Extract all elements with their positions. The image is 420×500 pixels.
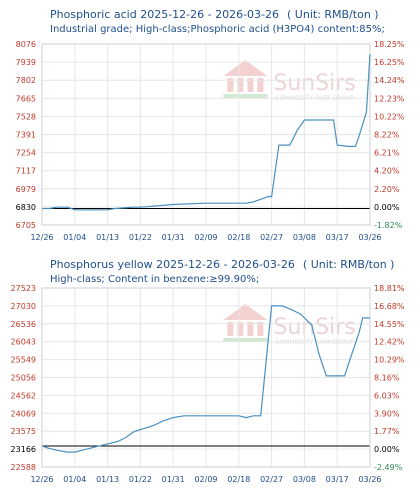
y-tick-label-left: 7391 bbox=[16, 131, 36, 140]
y-tick-label-left: 7528 bbox=[16, 112, 36, 121]
y-tick-label-left: 23575 bbox=[11, 427, 36, 436]
chart-title: Phosphoric acid 2025-12-26 - 2026-03-26 (… bbox=[50, 8, 379, 21]
chart-panel-phosphorus-yellow: Phosphorus yellow 2025-12-26 - 2026-03-2… bbox=[0, 250, 420, 500]
watermark-roof-icon bbox=[223, 60, 268, 76]
x-tick-label: 01/31 bbox=[162, 233, 185, 242]
watermark-base-icon bbox=[223, 338, 268, 342]
y-tick-label-left: 7939 bbox=[16, 58, 36, 67]
y-tick-label-right: 0.00% bbox=[374, 445, 400, 454]
x-tick-label: 03/17 bbox=[326, 475, 349, 484]
x-tick-label: 03/08 bbox=[293, 233, 316, 242]
y-tick-label-left: 25056 bbox=[11, 374, 36, 383]
watermark-base-icon bbox=[223, 94, 268, 98]
x-tick-label: 12/26 bbox=[30, 475, 53, 484]
x-tick-label: 01/31 bbox=[162, 475, 185, 484]
y-tick-label-right: 6.21% bbox=[374, 149, 400, 158]
chart-unit: ( Unit: RMB/ton ) bbox=[287, 8, 379, 21]
y-tick-label-right: 16.68% bbox=[374, 302, 405, 311]
chart-title-text: Phosphorus yellow 2025-12-26 - 2026-03-2… bbox=[50, 258, 295, 271]
x-tick-label: 02/27 bbox=[260, 475, 283, 484]
y-tick-label-left: 26536 bbox=[11, 320, 36, 329]
y-tick-label-right: 12.42% bbox=[374, 338, 405, 347]
y-tick-label-right: 14.55% bbox=[374, 320, 405, 329]
y-tick-label-left: 24069 bbox=[11, 409, 36, 418]
y-tick-label-right: 10.22% bbox=[374, 112, 405, 121]
watermark-pillar-icon bbox=[257, 78, 264, 92]
chart-subtitle: Industrial grade; High-class;Phosphoric … bbox=[50, 24, 385, 35]
x-tick-label: 02/09 bbox=[194, 475, 217, 484]
y-tick-label-left: 7665 bbox=[16, 94, 36, 103]
y-tick-label-right: 10.29% bbox=[374, 356, 405, 365]
chart-title-text: Phosphoric acid 2025-12-26 - 2026-03-26 bbox=[50, 8, 280, 21]
y-tick-label-right: 4.20% bbox=[374, 167, 400, 176]
y-tick-label-right: 6.03% bbox=[374, 391, 400, 400]
watermark-pillar-icon bbox=[237, 322, 244, 336]
x-tick-label: 01/04 bbox=[63, 233, 86, 242]
y-tick-label-right: 18.81% bbox=[374, 284, 405, 293]
y-tick-label-left: 26043 bbox=[11, 338, 36, 347]
y-tick-label-right: -1.82% bbox=[374, 221, 403, 230]
x-tick-label: 12/26 bbox=[30, 233, 53, 242]
plot-frame bbox=[41, 287, 371, 468]
x-tick-label: 01/13 bbox=[96, 233, 119, 242]
y-tick-label-right: 12.23% bbox=[374, 94, 405, 103]
y-tick-label-right: 0.00% bbox=[374, 203, 400, 212]
series-line bbox=[41, 305, 370, 453]
x-tick-label: 02/27 bbox=[260, 233, 283, 242]
x-tick-label: 02/18 bbox=[227, 475, 250, 484]
x-tick-label: 01/13 bbox=[96, 475, 119, 484]
watermark-tagline: COMMODITY DATA GROUP bbox=[275, 339, 354, 346]
y-tick-label-left: 23166 bbox=[11, 445, 36, 454]
series-line bbox=[42, 53, 371, 211]
x-tick-label: 02/18 bbox=[227, 233, 250, 242]
plot-frame bbox=[41, 43, 371, 226]
x-tick-label: 01/04 bbox=[63, 475, 86, 484]
y-tick-label-right: 8.16% bbox=[374, 374, 400, 383]
watermark-pillar-icon bbox=[247, 78, 254, 92]
y-tick-label-left: 7117 bbox=[16, 167, 36, 176]
y-tick-label-left: 6979 bbox=[16, 185, 36, 194]
x-tick-label: 03/26 bbox=[358, 475, 381, 484]
y-tick-label-right: 16.25% bbox=[374, 58, 405, 67]
y-tick-label-left: 6705 bbox=[16, 221, 36, 230]
y-tick-label-right: 14.24% bbox=[374, 76, 405, 85]
y-tick-label-left: 6830 bbox=[16, 203, 36, 212]
y-tick-label-left: 27030 bbox=[11, 302, 36, 311]
y-tick-label-left: 7802 bbox=[16, 76, 36, 85]
watermark-pillar-icon bbox=[247, 322, 254, 336]
y-tick-label-left: 24562 bbox=[11, 391, 36, 400]
watermark-brand: SunSirs bbox=[273, 71, 355, 96]
y-tick-label-right: 2.20% bbox=[374, 185, 400, 194]
watermark-pillar-icon bbox=[257, 322, 264, 336]
watermark-roof-icon bbox=[223, 304, 268, 320]
watermark-pillar-icon bbox=[227, 78, 234, 92]
y-tick-label-right: 8.22% bbox=[374, 131, 400, 140]
y-tick-label-left: 25549 bbox=[11, 356, 36, 365]
y-tick-label-right: 3.90% bbox=[374, 409, 400, 418]
x-tick-label: 01/22 bbox=[129, 475, 152, 484]
chart-subtitle: High-class; Content in benzene:≥99.90%; bbox=[50, 274, 260, 285]
chart-unit: ( Unit: RMB/ton ) bbox=[302, 258, 395, 271]
x-tick-label: 03/08 bbox=[293, 475, 316, 484]
watermark-pillar-icon bbox=[227, 322, 234, 336]
y-tick-label-left: 22588 bbox=[11, 463, 36, 472]
chart-panel-phosphoric-acid: Phosphoric acid 2025-12-26 - 2026-03-26 (… bbox=[0, 0, 420, 246]
y-tick-label-right: 18.25% bbox=[374, 40, 405, 49]
x-tick-label: 03/17 bbox=[326, 233, 349, 242]
x-tick-label: 01/22 bbox=[129, 233, 152, 242]
chart-title: Phosphorus yellow 2025-12-26 - 2026-03-2… bbox=[50, 258, 394, 271]
y-tick-label-right: -2.49% bbox=[374, 463, 403, 472]
watermark-pillar-icon bbox=[237, 78, 244, 92]
y-tick-label-left: 27523 bbox=[11, 284, 36, 293]
y-tick-label-right: 1.77% bbox=[374, 427, 400, 436]
x-tick-label: 02/09 bbox=[194, 233, 217, 242]
x-tick-label: 03/26 bbox=[358, 233, 381, 242]
y-tick-label-left: 8076 bbox=[16, 40, 36, 49]
y-tick-label-left: 7254 bbox=[16, 149, 36, 158]
